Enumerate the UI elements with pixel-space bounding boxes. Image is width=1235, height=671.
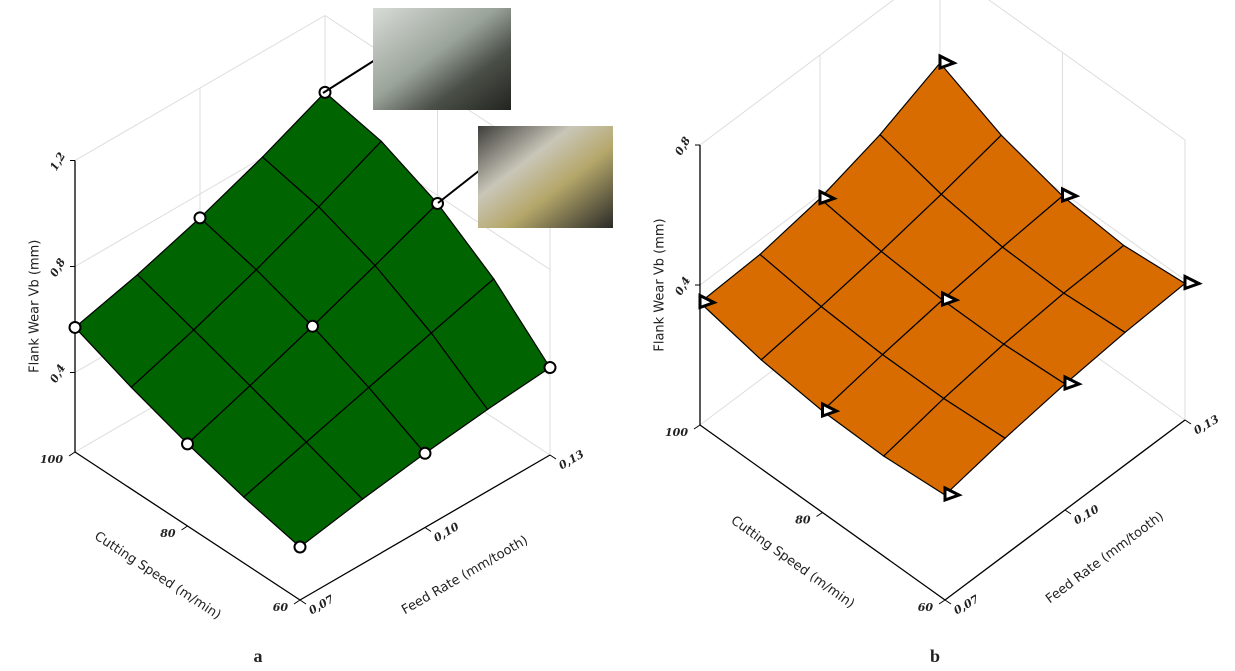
feed-tick: [549, 454, 557, 460]
leader-line: [322, 59, 376, 94]
speed-tick-label: 100: [40, 453, 63, 466]
feed-tick: [944, 599, 952, 605]
design-point: [543, 361, 557, 375]
design-point: [181, 437, 194, 451]
design-point: [193, 211, 207, 225]
design-point: [938, 53, 958, 71]
design-point: [68, 320, 82, 334]
panel-label: a: [254, 646, 263, 666]
feed-tick: [1184, 419, 1192, 425]
speed-tick: [938, 599, 946, 605]
tool-photo: [373, 8, 511, 110]
speed-tick: [816, 512, 823, 517]
speed-tick-label: 60: [918, 601, 934, 614]
design-point: [1063, 374, 1083, 392]
feed-tick: [1064, 509, 1072, 515]
surface: [699, 62, 1187, 496]
design-point: [418, 446, 432, 460]
design-point: [293, 540, 307, 554]
speed-tick: [693, 424, 701, 430]
design-point: [306, 319, 319, 333]
insets: [322, 8, 613, 228]
design-point: [821, 401, 841, 419]
design-point: [943, 485, 963, 503]
panel-label: b: [930, 646, 940, 666]
speed-tick: [68, 451, 76, 457]
z-axis-label: Flank Wear Vb (mm): [653, 218, 668, 351]
design-point: [698, 293, 718, 310]
speed-tick-label: 80: [160, 527, 176, 540]
feed-tick: [299, 599, 307, 605]
speed-tick-label: 80: [795, 514, 811, 527]
design-point: [1183, 274, 1203, 291]
design-point: [818, 189, 838, 206]
design-point: [1061, 186, 1081, 204]
surface-cell: [882, 397, 1006, 496]
speed-tick-label: 100: [665, 426, 688, 439]
z-axis-label: Flank Wear Vb (mm): [28, 240, 43, 373]
tool-photo: [478, 126, 613, 228]
surface: [74, 91, 551, 548]
speed-tick: [293, 599, 301, 605]
leader-line: [437, 169, 481, 204]
design-point: [941, 290, 961, 308]
feed-tick: [424, 527, 432, 532]
speed-tick-label: 60: [273, 601, 289, 614]
surface-cell: [242, 441, 364, 548]
speed-tick: [181, 525, 188, 531]
